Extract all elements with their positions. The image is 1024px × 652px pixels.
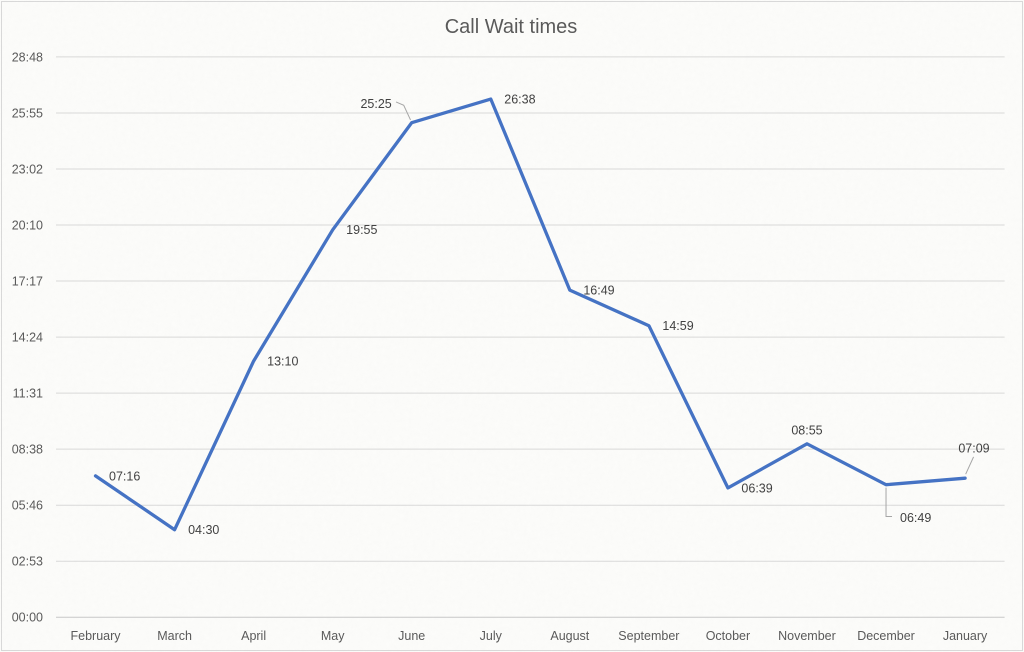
chart-area: 00:00 02:53 05:46 08:38 11:31 14:24 17:17 20:10… [0, 0, 1024, 652]
noise-texture-overlay [0, 0, 1024, 652]
call-wait-times-line-chart: 00:0002:5305:4608:3811:3114:2417:1720:10… [0, 0, 1024, 652]
